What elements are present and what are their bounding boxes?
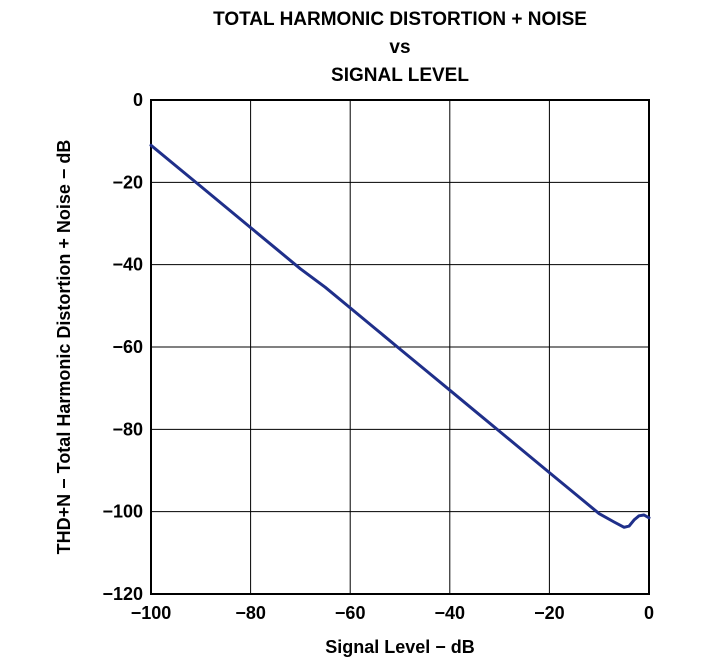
x-tick-label: −60 [335, 603, 366, 623]
x-tick-label: −40 [435, 603, 466, 623]
y-tick-label: −80 [112, 419, 143, 439]
x-tick-label: −80 [235, 603, 266, 623]
y-tick-labels: 0 −20 −40 −60 −80 −100 −120 [102, 90, 143, 604]
x-tick-label: −100 [131, 603, 172, 623]
y-tick-label: −120 [102, 584, 143, 604]
chart-title-line-2: vs [389, 37, 411, 58]
x-tick-label: 0 [644, 603, 654, 623]
plot-frame [150, 99, 650, 595]
x-tick-labels: −100 −80 −60 −40 −20 0 [131, 603, 654, 623]
grid [150, 99, 650, 595]
y-tick-label: −100 [102, 502, 143, 522]
chart-title-line-1: TOTAL HARMONIC DISTORTION + NOISE [213, 9, 587, 30]
x-axis-label: Signal Level − dB [325, 637, 475, 657]
y-tick-label: 0 [133, 90, 143, 110]
chart-title-line-3: SIGNAL LEVEL [331, 65, 469, 86]
y-tick-label: −20 [112, 172, 143, 192]
y-tick-label: −60 [112, 337, 143, 357]
series-line-0 [149, 143, 651, 529]
series-group [149, 143, 651, 529]
x-tick-label: −20 [534, 603, 565, 623]
y-axis-label: THD+N − Total Harmonic Distortion + Nois… [54, 140, 74, 555]
y-tick-label: −40 [112, 255, 143, 275]
